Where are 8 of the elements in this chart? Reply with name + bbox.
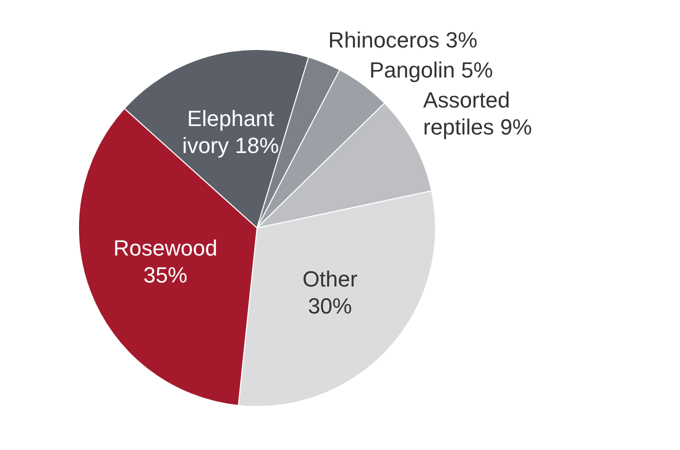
data-label: 35% (143, 262, 188, 288)
slice-label: Rosewood (113, 236, 218, 261)
slice-label: Pangolin 5% (369, 58, 493, 83)
data-label: 30% (308, 293, 352, 318)
slice-label: Rhinoceros 3% (328, 28, 478, 53)
slice-label: Other (302, 266, 358, 292)
slice-label: Assorted reptiles 9% (423, 88, 532, 140)
slice-label: Elephant ivory 18% (182, 106, 279, 158)
